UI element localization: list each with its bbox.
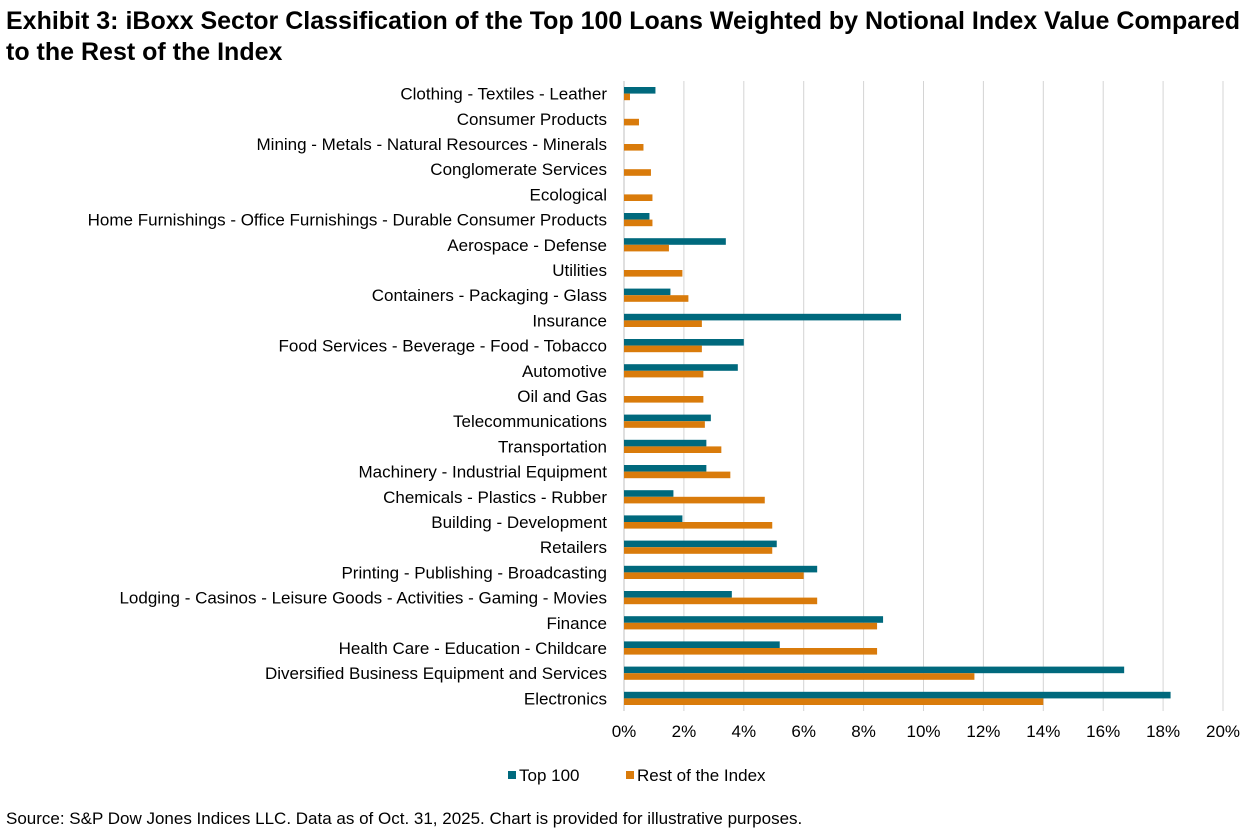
- bar-rest-of-index: [624, 698, 1044, 705]
- category-label: Food Services - Beverage - Food - Tobacc…: [278, 337, 607, 356]
- legend-swatch-rest: [626, 771, 634, 779]
- bar-rest-of-index: [624, 345, 702, 353]
- x-tick-label: 0%: [612, 722, 637, 741]
- bar-top-100: [624, 238, 726, 245]
- bar-rest-of-index: [624, 370, 704, 378]
- bar-rest-of-index: [624, 446, 722, 453]
- x-tick-label: 12%: [966, 722, 1000, 741]
- x-tick-label: 8%: [851, 722, 876, 741]
- category-label: Building - Development: [431, 513, 607, 532]
- bar-rest-of-index: [624, 597, 818, 605]
- bar-top-100: [624, 313, 902, 321]
- category-label: Transportation: [498, 437, 607, 456]
- bar-rest-of-index: [624, 219, 653, 227]
- bar-top-100: [624, 465, 707, 472]
- category-label: Diversified Business Equipment and Servi…: [265, 664, 607, 683]
- bar-rest-of-index: [624, 673, 975, 680]
- x-tick-label: 20%: [1206, 722, 1240, 741]
- category-label: Health Care - Education - Childcare: [339, 639, 607, 658]
- bar-rest-of-index: [624, 320, 702, 327]
- bar-top-100: [624, 87, 656, 94]
- category-label: Oil and Gas: [517, 387, 607, 406]
- category-label: Ecological: [530, 185, 608, 204]
- legend-label-top-100: Top 100: [519, 766, 580, 785]
- source-note: Source: S&P Dow Jones Indices LLC. Data …: [6, 809, 803, 828]
- category-label: Home Furnishings - Office Furnishings - …: [88, 211, 607, 230]
- category-label: Utilities: [552, 261, 607, 280]
- category-label: Clothing - Textiles - Leather: [400, 85, 607, 104]
- category-label: Aerospace - Defense: [447, 236, 607, 255]
- category-label: Insurance: [532, 311, 607, 330]
- bar-rest-of-index: [624, 194, 653, 201]
- bar-rest-of-index: [624, 572, 804, 579]
- category-label: Machinery - Industrial Equipment: [358, 463, 607, 482]
- x-tick-label: 18%: [1146, 722, 1180, 741]
- bar-rest-of-index: [624, 547, 773, 554]
- bar-top-100: [624, 414, 711, 422]
- bar-rest-of-index: [624, 169, 651, 176]
- x-tick-label: 10%: [906, 722, 940, 741]
- x-tick-label: 6%: [791, 722, 816, 741]
- category-label: Electronics: [524, 689, 607, 708]
- legend-label-rest: Rest of the Index: [637, 766, 766, 785]
- bar-top-100: [624, 616, 884, 623]
- category-label: Telecommunications: [453, 412, 607, 431]
- category-label: Printing - Publishing - Broadcasting: [341, 563, 607, 582]
- bar-rest-of-index: [624, 471, 731, 479]
- bar-rest-of-index: [624, 496, 765, 504]
- category-label: Retailers: [540, 538, 607, 557]
- bar-rest-of-index: [624, 622, 878, 630]
- x-tick-label: 16%: [1086, 722, 1120, 741]
- chart-title: Exhibit 3: iBoxx Sector Classification o…: [6, 7, 1241, 66]
- category-label: Consumer Products: [457, 110, 607, 129]
- bar-rest-of-index: [624, 144, 644, 151]
- x-tick-label: 14%: [1026, 722, 1060, 741]
- bar-top-100: [624, 490, 674, 497]
- category-label: Chemicals - Plastics - Rubber: [383, 488, 607, 507]
- bar-rest-of-index: [624, 270, 683, 277]
- bar-top-100: [624, 339, 744, 346]
- category-label: Lodging - Casinos - Leisure Goods - Acti…: [119, 589, 607, 608]
- x-tick-label: 2%: [672, 722, 697, 741]
- bar-top-100: [624, 540, 777, 548]
- bar-top-100: [624, 288, 671, 296]
- bar-top-100: [624, 666, 1125, 674]
- x-tick-label: 4%: [732, 722, 757, 741]
- legend-swatch-top-100: [508, 771, 516, 779]
- bar-rest-of-index: [624, 396, 704, 403]
- category-label: Containers - Packaging - Glass: [372, 286, 607, 305]
- bar-rest-of-index: [624, 295, 689, 302]
- bar-top-100: [624, 641, 780, 648]
- bar-top-100: [624, 565, 818, 573]
- category-label: Automotive: [522, 362, 607, 381]
- bar-rest-of-index: [624, 244, 669, 252]
- bar-rest-of-index: [624, 648, 878, 655]
- bar-top-100: [624, 691, 1171, 699]
- bar-top-100: [624, 364, 738, 371]
- bar-top-100: [624, 213, 650, 220]
- bar-rest-of-index: [624, 118, 639, 126]
- bar-rest-of-index: [624, 93, 630, 101]
- bar-top-100: [624, 515, 683, 522]
- bar-top-100: [624, 591, 732, 598]
- bar-top-100: [624, 439, 707, 447]
- bar-rest-of-index: [624, 522, 773, 529]
- category-label: Finance: [547, 614, 607, 633]
- category-label: Mining - Metals - Natural Resources - Mi…: [257, 135, 608, 154]
- category-label: Conglomerate Services: [430, 160, 607, 179]
- bar-rest-of-index: [624, 421, 705, 428]
